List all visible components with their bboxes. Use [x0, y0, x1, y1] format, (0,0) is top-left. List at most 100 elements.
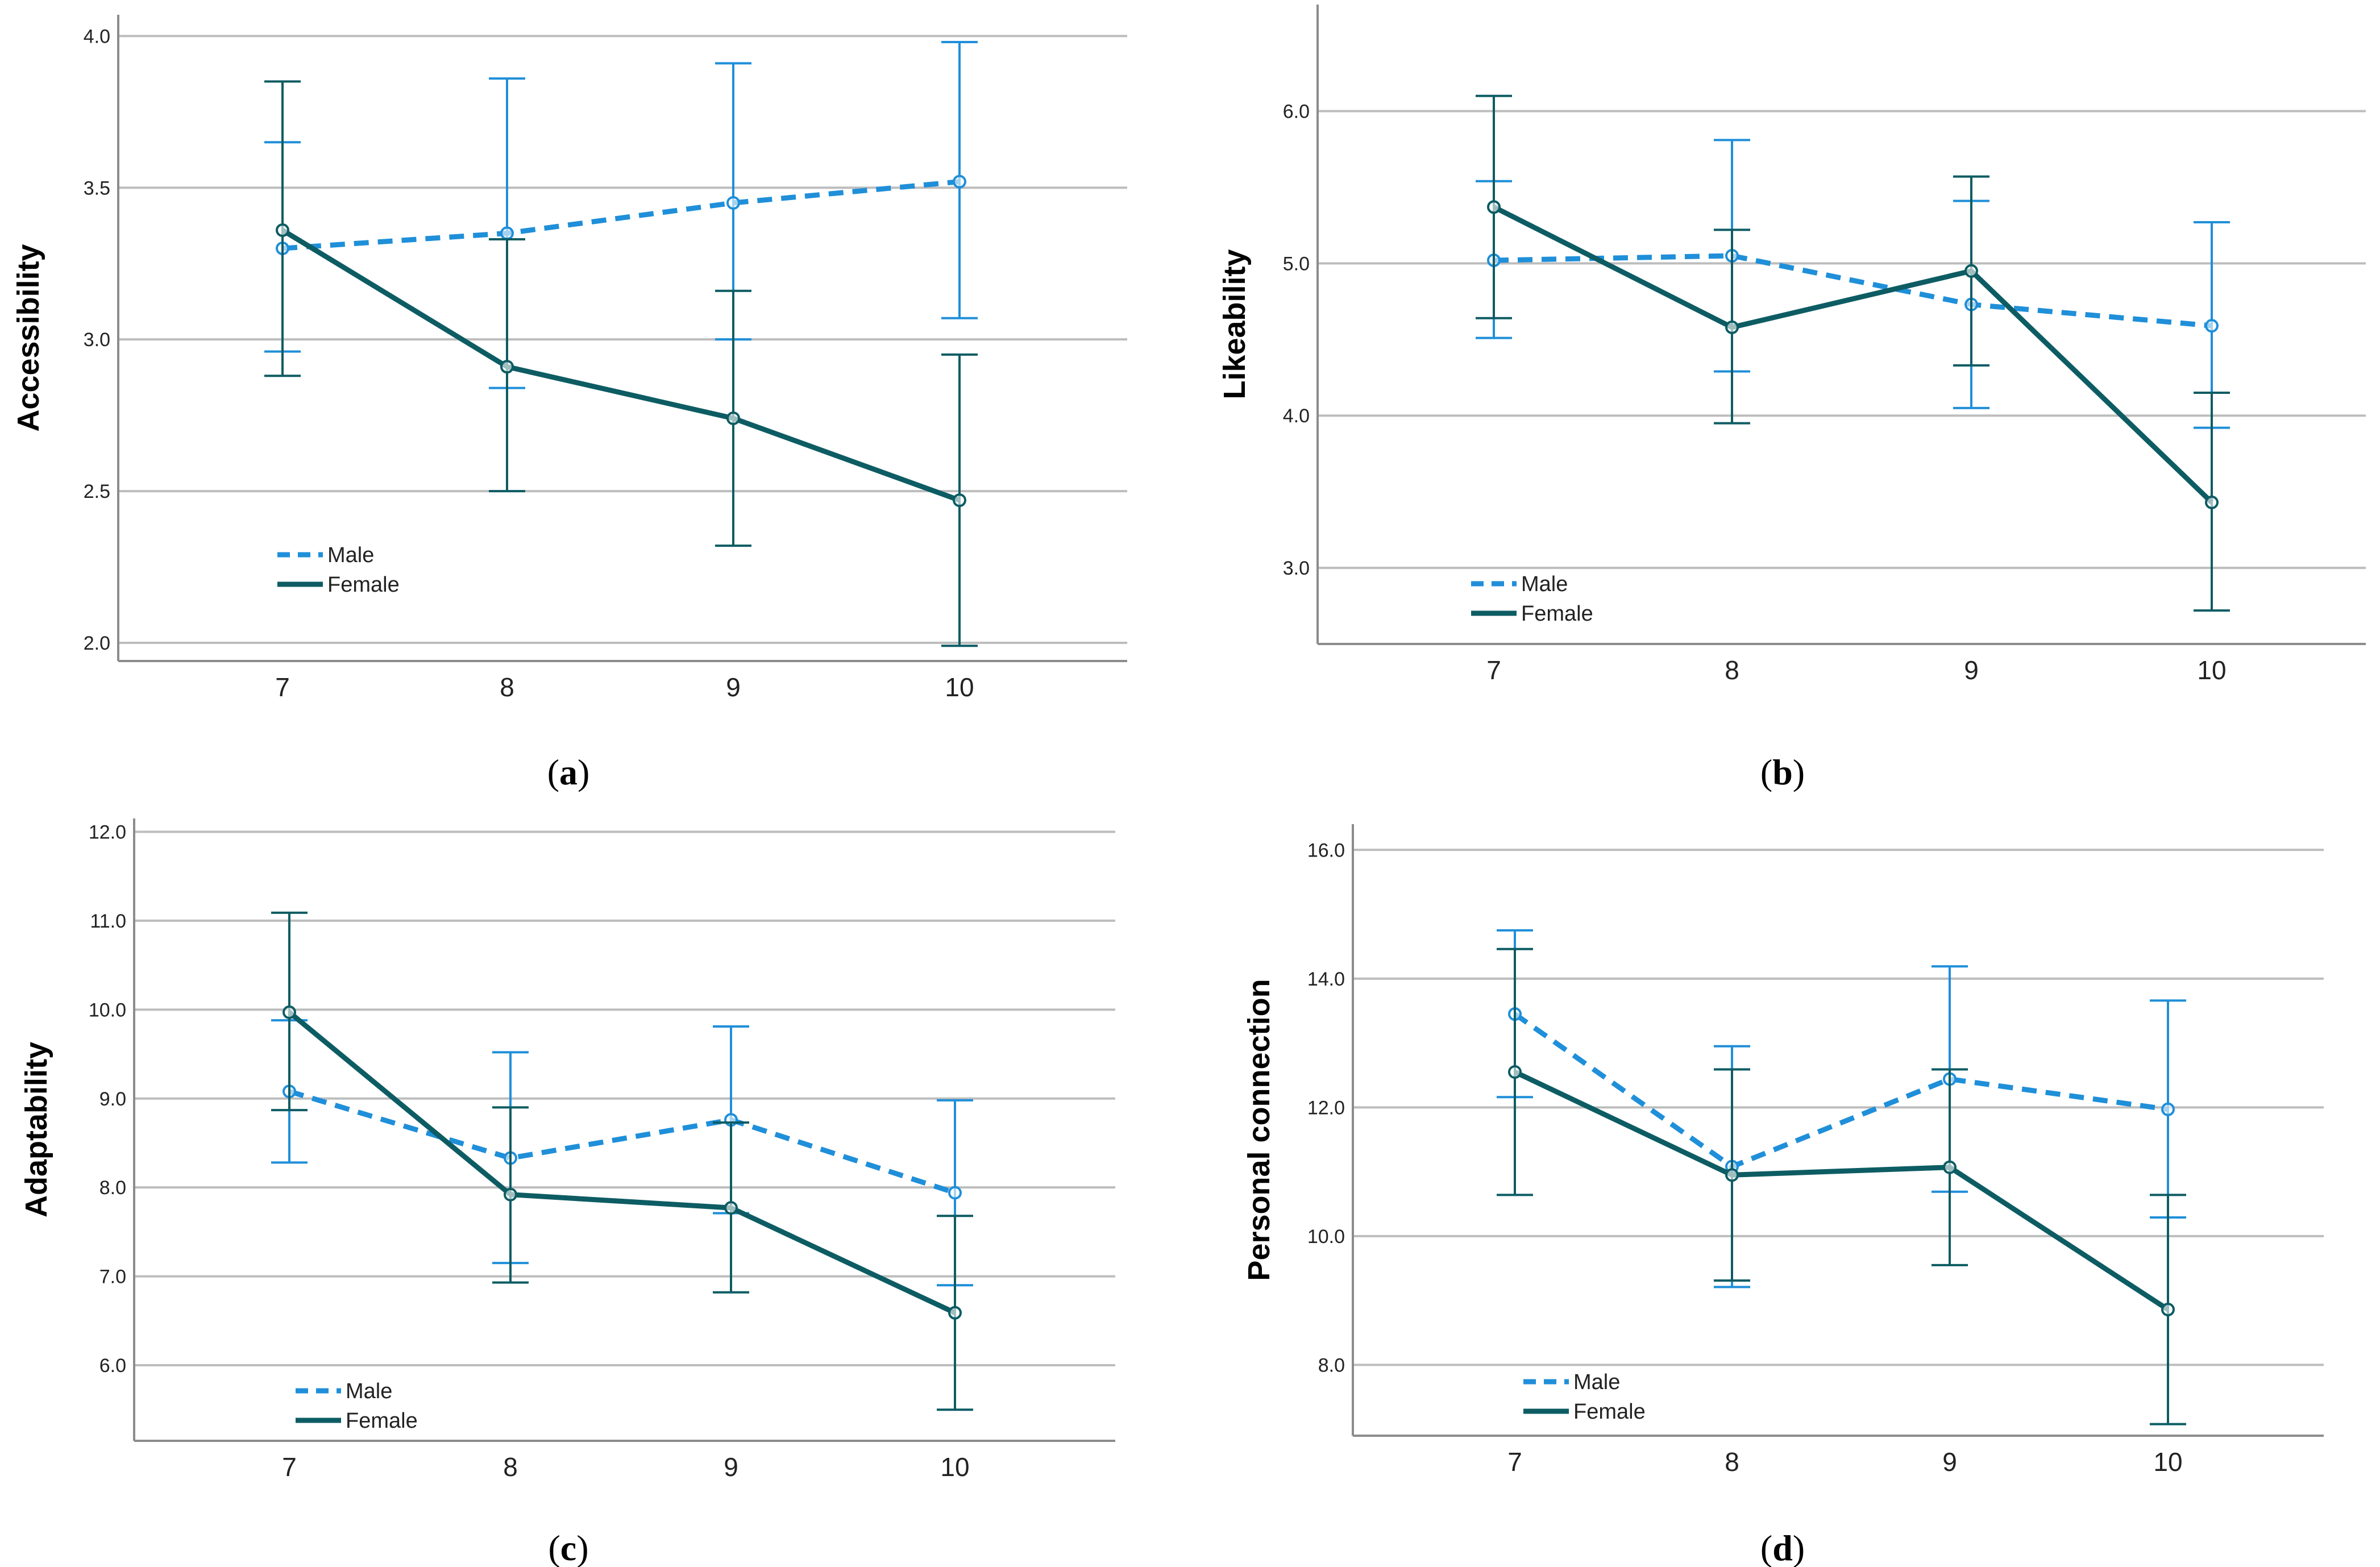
- panel-label-letter: c: [560, 1528, 576, 1567]
- panel-label-open-paren: (: [1760, 752, 1772, 792]
- series-male: [1476, 139, 2230, 429]
- data-point-female: [1725, 320, 1739, 334]
- legend-label-male: Male: [346, 1379, 392, 1403]
- x-tick-label: 8: [503, 1452, 518, 1482]
- series-female: [1497, 947, 2186, 1425]
- y-tick-label: 3.0: [1283, 558, 1310, 579]
- panel-label: (a): [547, 752, 590, 792]
- x-tick-label: 9: [1942, 1447, 1957, 1477]
- y-tick-label: 4.0: [1283, 405, 1310, 427]
- x-tick-label: 7: [275, 672, 290, 702]
- y-axis-title: Personal connection: [1242, 979, 1276, 1281]
- y-tick-label: 2.0: [84, 633, 110, 654]
- legend: Male Female: [1471, 572, 1593, 626]
- series-female: [271, 911, 973, 1411]
- data-point-female: [2161, 1303, 2175, 1317]
- panel-a: 2.0 2.5 3.0 3.5 4.0 7 8 9 10 Accessibility Male Fem…: [11, 15, 1127, 792]
- data-point-female: [724, 1201, 738, 1215]
- series-female: [264, 80, 978, 647]
- y-tick-label: 12.0: [89, 821, 126, 843]
- panel-label-letter: a: [559, 752, 578, 792]
- y-tick-label: 14.0: [1307, 969, 1345, 990]
- panel-label-open-paren: (: [548, 1528, 560, 1567]
- data-point-female: [504, 1187, 517, 1202]
- data-point-female: [2205, 495, 2219, 509]
- legend-label-male: Male: [327, 543, 374, 567]
- data-point-female: [1725, 1168, 1739, 1182]
- panel-label: (d): [1760, 1528, 1805, 1567]
- y-tick-label: 2.5: [84, 481, 110, 502]
- panel-d: 8.0 10.0 12.0 14.0 16.0 7 8 9 10 Personal connect…: [1242, 824, 2324, 1567]
- y-tick-label: 6.0: [99, 1355, 126, 1377]
- y-tick-label: 10.0: [89, 999, 126, 1021]
- legend: Male Female: [296, 1379, 418, 1433]
- y-tick-label: 9.0: [99, 1088, 126, 1110]
- x-tick-label: 8: [500, 672, 514, 702]
- data-point-male: [2205, 319, 2219, 333]
- x-tick-label: 10: [940, 1452, 969, 1482]
- series-male: [1497, 929, 2186, 1288]
- data-point-female: [1964, 264, 1978, 278]
- data-point-male: [2161, 1102, 2175, 1116]
- panel-label-letter: b: [1772, 752, 1793, 792]
- legend: Male Female: [1523, 1370, 1646, 1424]
- x-tick-label: 8: [1725, 1447, 1739, 1477]
- data-point-female: [948, 1306, 962, 1320]
- x-tick-label: 9: [1964, 655, 1979, 685]
- series-male: [264, 41, 978, 389]
- panel-label-letter: d: [1772, 1528, 1793, 1567]
- data-point-male: [953, 174, 966, 189]
- x-tick-label: 10: [2197, 655, 2226, 685]
- x-tick-label: 7: [1507, 1447, 1522, 1477]
- y-tick-label: 4.0: [84, 26, 110, 47]
- legend-label-female: Female: [346, 1409, 418, 1433]
- legend-label-male: Male: [1521, 572, 1568, 596]
- data-point-female: [500, 360, 514, 374]
- panel-label-open-paren: (: [1760, 1528, 1772, 1567]
- x-tick-label: 8: [1725, 655, 1739, 685]
- panel-label-close-paren: ): [576, 1528, 588, 1567]
- series-line-male: [282, 179, 960, 251]
- x-tick-label: 7: [282, 1452, 297, 1482]
- data-point-female: [283, 1005, 296, 1020]
- y-tick-label: 8.0: [1318, 1354, 1345, 1376]
- legend-label-female: Female: [1573, 1400, 1646, 1424]
- y-axis-title: Adaptability: [19, 1042, 53, 1217]
- legend: Male Female: [277, 543, 400, 597]
- data-point-male: [500, 226, 514, 240]
- panel-label-close-paren: ): [1793, 752, 1805, 792]
- x-tick-label: 10: [945, 672, 974, 702]
- panel-label-open-paren: (: [547, 752, 559, 792]
- y-axis-title: Likeability: [1218, 249, 1252, 399]
- y-tick-label: 3.5: [84, 177, 110, 199]
- panel-label: (c): [548, 1528, 588, 1567]
- data-point-female: [1508, 1065, 1522, 1079]
- series-female: [1476, 94, 2230, 612]
- y-tick-label: 6.0: [1283, 101, 1310, 123]
- panel-label-close-paren: ): [578, 752, 589, 792]
- x-tick-label: 9: [724, 1452, 738, 1482]
- y-tick-label: 10.0: [1307, 1226, 1345, 1248]
- y-tick-label: 5.0: [1283, 253, 1310, 275]
- series-line-male: [1493, 253, 2212, 329]
- series-line-female: [288, 1010, 956, 1315]
- panel-c: 6.0 7.0 8.0 9.0 10.0 11.0 12.0 7 8 9 10 Adaptabilit…: [19, 818, 1115, 1567]
- data-point-female: [953, 493, 966, 508]
- series-line-female: [1514, 1069, 2170, 1312]
- data-point-female: [276, 223, 289, 237]
- data-point-female: [1487, 200, 1501, 214]
- series-line-female: [1492, 205, 2214, 505]
- y-axis-title: Accessibility: [11, 244, 45, 431]
- panel-label: (b): [1760, 752, 1805, 792]
- data-point-female: [1943, 1160, 1957, 1174]
- y-tick-label: 8.0: [99, 1177, 126, 1199]
- y-tick-label: 16.0: [1307, 839, 1345, 861]
- y-tick-label: 3.0: [84, 329, 110, 351]
- legend-label-female: Female: [1521, 602, 1593, 626]
- x-tick-label: 7: [1486, 655, 1501, 685]
- legend-label-female: Female: [327, 573, 400, 597]
- series-line-male: [288, 1088, 956, 1195]
- series-line-male: [1513, 1012, 2169, 1170]
- y-tick-label: 12.0: [1307, 1097, 1345, 1119]
